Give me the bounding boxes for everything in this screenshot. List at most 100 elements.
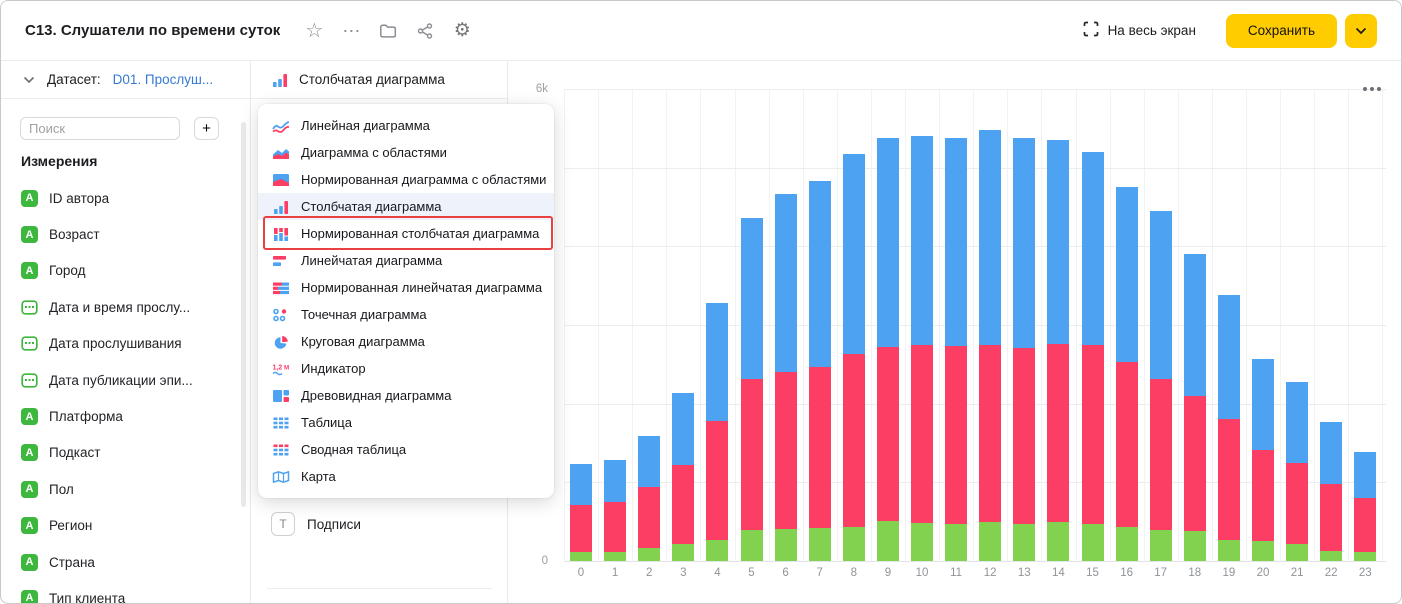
more-menu-icon[interactable]: ⋯ [339,19,363,43]
bar-segment-blue [808,180,831,368]
chart-type-option-treemap-chart[interactable]: Древовидная диаграмма [258,382,554,409]
bar-hour-13[interactable] [1013,138,1036,561]
bar-hour-10[interactable] [911,135,933,561]
favorite-star-icon[interactable]: ☆ [302,19,326,43]
bar-hour-2[interactable] [638,436,661,561]
bar-segment-red [774,372,797,530]
save-dropdown-button[interactable] [1345,13,1377,48]
text-field-icon: A [21,553,38,571]
field-item[interactable]: A Регион [1,508,250,544]
field-item[interactable]: A Возраст [1,216,250,252]
chart-type-option-area-chart[interactable]: Диаграмма с областями [258,139,554,166]
chart-type-option-area-normalized-chart[interactable]: Нормированная диаграмма с областями [258,166,554,193]
field-item[interactable]: A Подкаст [1,435,250,471]
bar-hour-11[interactable] [945,137,968,561]
bar-hour-22[interactable] [1320,421,1343,561]
chart-type-option-pie-chart[interactable]: Круговая диаграмма [258,328,554,355]
field-item[interactable]: A Город [1,253,250,289]
field-item[interactable]: A Тип клиента [1,580,250,603]
chart-type-option-bar-chart[interactable]: Линейчатая диаграмма [258,247,554,274]
bar-segment-red [1320,483,1343,551]
bar-hour-19[interactable] [1217,294,1240,561]
bar-segment-green [604,551,627,561]
field-label: Подкаст [49,445,101,461]
x-axis-label: 0 [577,567,585,579]
chart-type-option-bar-normalized-chart[interactable]: Нормированная линейчатая диаграмма [258,274,554,301]
chart-type-label: Столбчатая диаграмма [301,199,442,214]
text-field-icon: A [21,408,38,426]
bar-hour-12[interactable] [979,129,1002,561]
bar-segment-green [1217,539,1240,561]
bar-hour-1[interactable] [604,459,627,561]
sidebar-scrollbar[interactable] [241,122,246,507]
field-item[interactable]: A Страна [1,544,250,580]
chart-type-label: Карта [301,469,336,484]
chart-type-option-pivot-table[interactable]: Сводная таблица [258,436,554,463]
bar-hour-18[interactable] [1183,254,1206,561]
x-axis-label: 14 [1051,567,1065,579]
bar-hour-0[interactable] [570,464,592,561]
chart-menu-button[interactable] [1359,83,1385,95]
bar-hour-23[interactable] [1354,451,1377,561]
dataset-selector[interactable]: Датасет: D01. Прослуш... [1,61,250,99]
save-button[interactable]: Сохранить [1225,13,1337,48]
line-chart-icon [272,119,290,133]
y-axis-label: 6k [535,83,548,95]
bar-hour-6[interactable] [774,194,797,561]
bar-segment-red [1013,348,1036,524]
bar-segment-green [911,522,933,561]
y-axis-label: 0 [541,555,548,567]
text-label-icon: T [271,512,295,536]
field-label: Возраст [49,227,100,243]
fullscreen-button[interactable]: На весь экран [1083,21,1196,40]
chart-type-option-scatter-chart[interactable]: Точечная диаграмма [258,301,554,328]
x-axis-label: 8 [850,567,857,579]
chart-type-selector[interactable]: Столбчатая диаграмма [251,61,507,99]
bar-hour-3[interactable] [672,393,695,561]
field-item[interactable]: A Платформа [1,398,250,434]
field-item[interactable]: A ID автора [1,180,250,216]
field-item[interactable]: Дата публикации эпи... [1,362,250,398]
bar-hour-9[interactable] [876,138,899,561]
chart-type-option-column-normalized-chart[interactable]: Нормированная столбчатая диаграмма [258,220,554,247]
bar-hour-4[interactable] [706,302,729,561]
gear-icon[interactable]: ⚙ [450,19,474,43]
bar-segment-green [1115,527,1138,561]
folder-icon[interactable] [376,19,400,43]
bar-hour-20[interactable] [1252,358,1274,561]
bar-hour-17[interactable] [1149,210,1172,561]
fullscreen-label: На весь экран [1107,23,1196,38]
bar-segment-red [740,378,763,530]
search-input[interactable] [20,117,180,140]
bar-hour-14[interactable] [1047,140,1070,561]
bar-hour-7[interactable] [808,180,831,561]
field-item[interactable]: Дата прослушивания [1,326,250,362]
bar-hour-21[interactable] [1286,381,1309,561]
labels-section[interactable]: T Подписи [251,509,507,539]
dimensions-section-title: Измерения [21,153,98,169]
chart-type-option-line-chart[interactable]: Линейная диаграмма [258,112,554,139]
bar-segment-blue [740,217,763,379]
bar-hour-5[interactable] [740,217,763,561]
bar-segment-green [774,529,797,561]
bar-segment-green [1320,550,1343,561]
field-item[interactable]: A Пол [1,471,250,507]
x-axis-label: 11 [950,567,963,579]
header: C13. Слушатели по времени суток ☆ ⋯ ⚙ На… [1,1,1401,61]
x-axis-label: 21 [1290,567,1304,579]
bar-hour-15[interactable] [1081,151,1104,561]
field-item[interactable]: Дата и время прослу... [1,289,250,325]
chart-type-option-column-chart[interactable]: Столбчатая диаграмма [258,193,554,220]
chart-type-option-map[interactable]: Карта [258,463,554,490]
chart-type-option-table[interactable]: Таблица [258,409,554,436]
bar-hour-16[interactable] [1115,186,1138,561]
share-icon[interactable] [413,19,437,43]
dataset-name-link[interactable]: D01. Прослуш... [112,72,214,87]
x-axis-label: 1 [611,567,619,579]
bar-hour-8[interactable] [842,153,865,561]
add-field-button[interactable]: + [194,117,219,140]
text-field-icon: A [21,589,38,603]
chart-type-option-indicator[interactable]: 1,2 M Индикатор [258,355,554,382]
bar-segment-red [842,353,865,528]
text-field-icon: A [21,444,38,462]
